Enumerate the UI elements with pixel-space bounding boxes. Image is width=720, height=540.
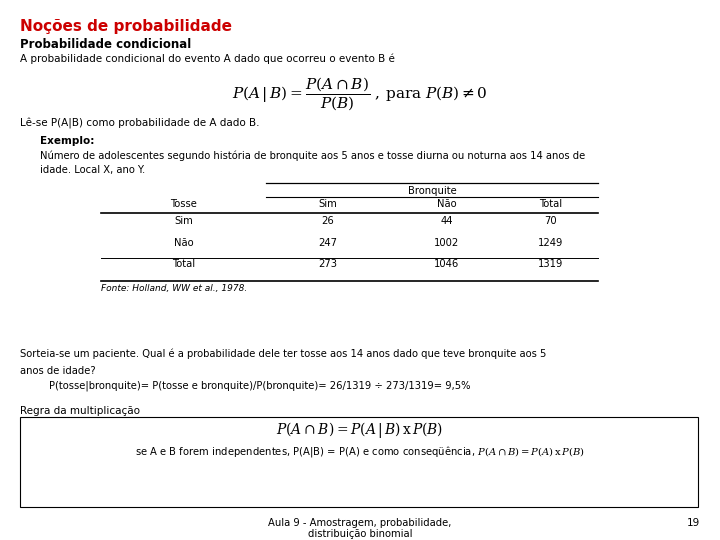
Text: A probabilidade condicional do evento A dado que ocorreu o evento B é: A probabilidade condicional do evento A … bbox=[20, 54, 395, 64]
Text: 247: 247 bbox=[318, 238, 337, 248]
Text: Exemplo:: Exemplo: bbox=[40, 136, 94, 146]
Text: Lê-se P(A|B) como probabilidade de A dado B.: Lê-se P(A|B) como probabilidade de A dad… bbox=[20, 118, 260, 129]
Text: Número de adolescentes segundo história de bronquite aos 5 anos e tosse diurna o: Número de adolescentes segundo história … bbox=[40, 150, 585, 174]
Text: 44: 44 bbox=[440, 216, 453, 226]
Text: Noções de probabilidade: Noções de probabilidade bbox=[20, 19, 232, 34]
Text: Fonte: Holland, WW et al., 1978.: Fonte: Holland, WW et al., 1978. bbox=[101, 284, 247, 293]
Text: Bronquite: Bronquite bbox=[408, 186, 456, 196]
Text: P(tosse|bronquite)= P(tosse e bronquite)/P(bronquite)= 26/1319 ÷ 273/1319= 9,5%: P(tosse|bronquite)= P(tosse e bronquite)… bbox=[49, 381, 470, 391]
Text: Sim: Sim bbox=[174, 216, 193, 226]
Text: 1319: 1319 bbox=[538, 259, 564, 269]
Text: Não: Não bbox=[174, 238, 194, 248]
Text: Probabilidade condicional: Probabilidade condicional bbox=[20, 38, 192, 51]
Text: 1046: 1046 bbox=[433, 259, 459, 269]
Text: $P(A\,|\,B) = \dfrac{P(A \cap B)}{P(B)}$$\;,\;\mathrm{para}\;P(B) \neq 0$: $P(A\,|\,B) = \dfrac{P(A \cap B)}{P(B)}$… bbox=[232, 76, 488, 113]
Text: 1249: 1249 bbox=[538, 238, 564, 248]
Text: 273: 273 bbox=[318, 259, 337, 269]
Text: Total: Total bbox=[172, 259, 195, 269]
Text: Aula 9 - Amostragem, probabilidade,: Aula 9 - Amostragem, probabilidade, bbox=[269, 518, 451, 529]
Text: 70: 70 bbox=[544, 216, 557, 226]
Text: distribuição binomial: distribuição binomial bbox=[307, 529, 413, 539]
Text: Tosse: Tosse bbox=[170, 199, 197, 209]
Text: $P(A \cap B) = P(A\,|\,B)\,\mathrm{x}\,P(B)$: $P(A \cap B) = P(A\,|\,B)\,\mathrm{x}\,P… bbox=[276, 420, 444, 440]
Text: Sorteia-se um paciente. Qual é a probabilidade dele ter tosse aos 14 anos dado q: Sorteia-se um paciente. Qual é a probabi… bbox=[20, 348, 546, 359]
Text: 26: 26 bbox=[321, 216, 334, 226]
Text: 19: 19 bbox=[687, 518, 700, 529]
Text: anos de idade?: anos de idade? bbox=[20, 366, 96, 376]
Text: 1002: 1002 bbox=[433, 238, 459, 248]
FancyBboxPatch shape bbox=[20, 417, 698, 507]
Text: Não: Não bbox=[436, 199, 456, 209]
Text: Total: Total bbox=[539, 199, 562, 209]
Text: Regra da multiplicação: Regra da multiplicação bbox=[20, 406, 140, 416]
Text: Sim: Sim bbox=[318, 199, 337, 209]
Text: se A e B forem independentes, P(A|B) = P(A) e como conseqüência, $P(A \cap B) = : se A e B forem independentes, P(A|B) = P… bbox=[135, 444, 585, 459]
